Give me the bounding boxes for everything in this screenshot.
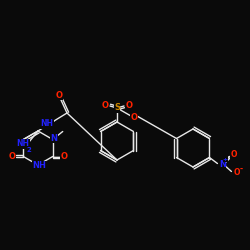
Text: -: -	[240, 165, 243, 174]
Text: NH: NH	[16, 140, 30, 148]
Text: O: O	[102, 102, 108, 110]
Text: O: O	[9, 152, 16, 161]
Text: 2: 2	[26, 147, 32, 153]
Text: +: +	[223, 157, 228, 162]
Text: NH: NH	[40, 120, 54, 128]
Text: O: O	[60, 152, 67, 161]
Text: O: O	[233, 168, 240, 177]
Text: N: N	[219, 160, 226, 169]
Text: O: O	[130, 112, 138, 122]
Text: O: O	[56, 90, 62, 100]
Text: S: S	[114, 104, 120, 112]
Text: O: O	[126, 102, 132, 110]
Text: O: O	[230, 150, 237, 159]
Text: NH: NH	[32, 162, 46, 170]
Text: N: N	[50, 134, 57, 143]
